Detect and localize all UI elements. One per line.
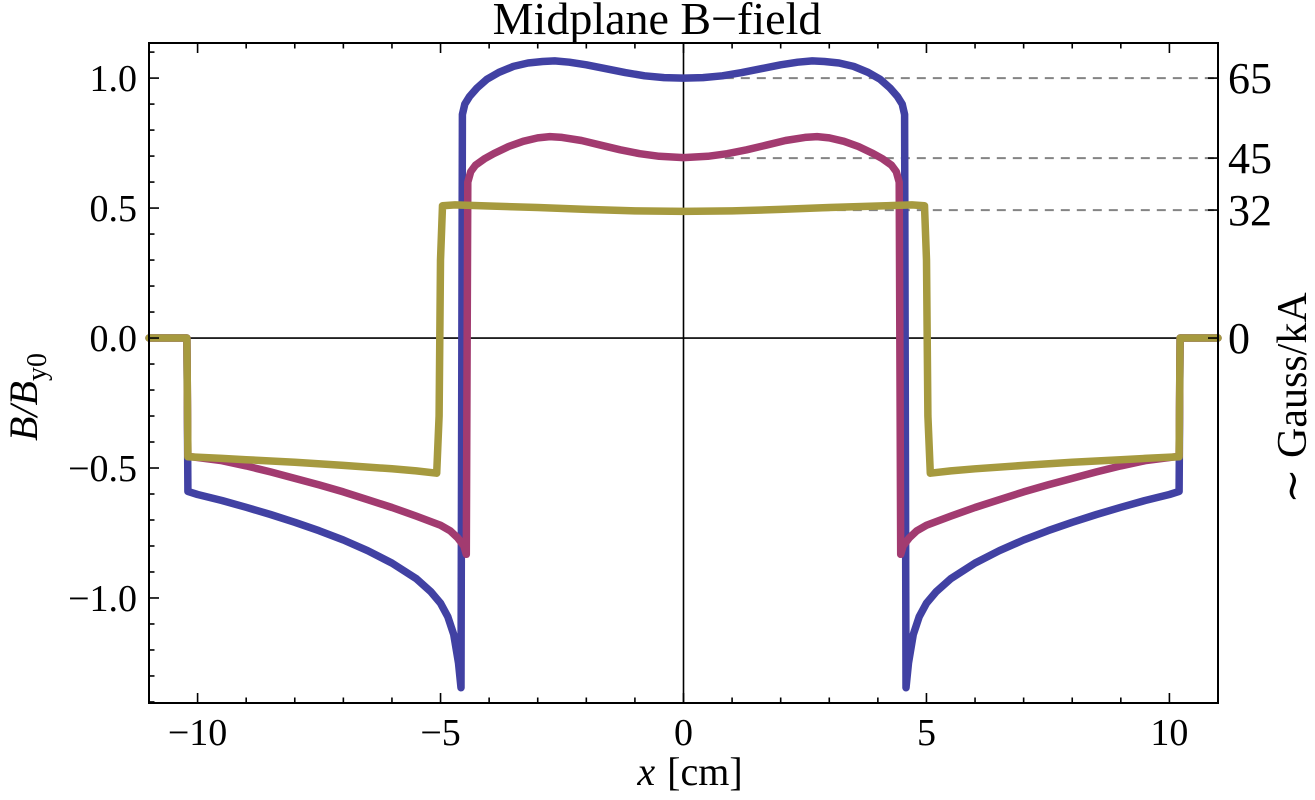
y-tick-label: 0.0 — [90, 318, 138, 360]
right-axis-tick-label: 65 — [1228, 54, 1272, 103]
x-tick-label: 5 — [917, 712, 936, 754]
x-axis-label-variable: x — [637, 749, 656, 794]
y-tick-label: 1.0 — [90, 58, 138, 100]
x-axis-label: x [cm] — [637, 748, 742, 795]
y-tick-label: −1.0 — [68, 578, 137, 620]
x-tick-label: −5 — [420, 712, 460, 754]
chart-title: Midplane B−field — [492, 0, 822, 44]
right-axis-tick-label: 0 — [1228, 314, 1250, 363]
y-tick-label: −0.5 — [68, 448, 137, 490]
y-axis-label-left-subscript: y0 — [22, 353, 53, 382]
blue-curve — [145, 57, 1222, 692]
right-axis-tick-label: 32 — [1228, 186, 1272, 235]
x-axis-label-unit: [cm] — [667, 749, 743, 794]
y-axis-label-left-main: B/B — [1, 381, 46, 441]
olive-curve — [145, 201, 1222, 477]
x-tick-label: 10 — [1150, 712, 1188, 754]
x-tick-label: 0 — [674, 712, 693, 754]
y-axis-label-left: B/By0 — [0, 353, 54, 441]
right-axis-tick-label: 45 — [1228, 134, 1272, 183]
y-axis-label-right: ∼ Gauss/kA — [1270, 292, 1315, 504]
magenta-curve — [145, 132, 1222, 559]
y-tick-label: 0.5 — [90, 188, 138, 230]
x-tick-label: −10 — [168, 712, 227, 754]
